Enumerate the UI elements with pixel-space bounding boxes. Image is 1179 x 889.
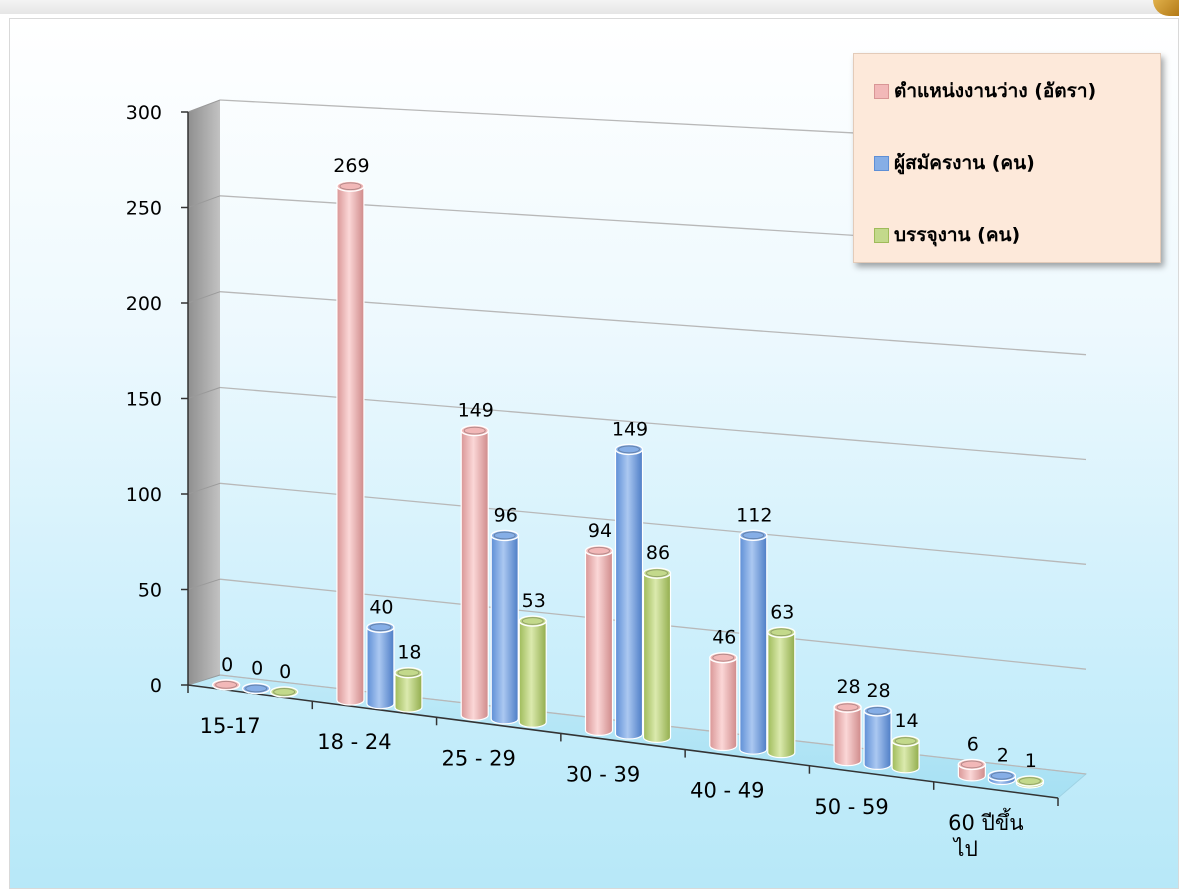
bar xyxy=(957,758,987,782)
data-label: 14 xyxy=(894,710,918,732)
corner-ribbon xyxy=(1153,0,1179,16)
bar xyxy=(241,682,271,695)
x-tick-label: 60 ปีขึ้นไป xyxy=(948,808,1023,861)
bar xyxy=(642,567,672,744)
data-label: 1 xyxy=(1025,750,1037,772)
data-label: 63 xyxy=(770,601,794,623)
data-label: 2 xyxy=(997,745,1009,767)
y-tick-label: 200 xyxy=(126,293,162,315)
data-label: 18 xyxy=(397,642,421,664)
bar xyxy=(739,529,768,755)
top-strip xyxy=(0,0,1179,14)
data-label: 6 xyxy=(967,733,979,755)
bar xyxy=(1015,775,1045,789)
y-tick-label: 150 xyxy=(126,389,162,411)
data-label: 0 xyxy=(221,654,233,676)
legend-label-vacancies: ตำแหน่งงานว่าง (อัตรา) xyxy=(894,80,1097,102)
y-tick-label: 50 xyxy=(138,580,162,602)
x-axis xyxy=(187,684,1059,799)
x-tick-label: 18 - 24 xyxy=(317,730,391,754)
data-label: 0 xyxy=(251,657,263,679)
data-label: 40 xyxy=(369,596,393,618)
gridline-wall xyxy=(187,99,221,113)
bar xyxy=(833,701,862,767)
data-label: 94 xyxy=(588,520,612,542)
bar xyxy=(394,667,423,713)
gridline-wall xyxy=(187,387,221,399)
bar xyxy=(460,424,489,721)
gridline-wall xyxy=(187,578,221,590)
x-tick-label: 25 - 29 xyxy=(442,746,516,770)
data-label: 269 xyxy=(333,155,369,177)
data-label: 86 xyxy=(646,542,670,564)
data-label: 46 xyxy=(712,627,736,649)
bar xyxy=(366,621,395,710)
bar xyxy=(490,529,519,725)
bar xyxy=(518,615,547,728)
gridline-wall xyxy=(187,674,221,686)
bar xyxy=(767,626,796,759)
data-label: 28 xyxy=(836,676,860,698)
data-label: 0 xyxy=(279,661,291,683)
chart-legend: ตำแหน่งงานว่าง (อัตรา) ผู้สมัครงาน (คน) … xyxy=(853,53,1161,263)
x-tick-label: 15-17 xyxy=(200,714,261,738)
gridline-wall xyxy=(187,195,221,208)
bar xyxy=(709,651,738,752)
legend-swatch-vacancies xyxy=(874,83,889,99)
data-label: 96 xyxy=(494,504,518,526)
bar xyxy=(863,705,892,770)
bar xyxy=(614,443,644,740)
gridline-wall xyxy=(187,291,221,304)
bar xyxy=(211,679,241,691)
y-tick-label: 250 xyxy=(126,198,162,220)
legend-item-placements: บรรจุงาน (คน) xyxy=(874,216,1160,254)
legend-item-vacancies: ตำแหน่งงานว่าง (อัตรา) xyxy=(874,72,1160,110)
data-label: 53 xyxy=(522,590,546,612)
data-label: 112 xyxy=(736,504,772,526)
bar xyxy=(891,735,920,774)
bar xyxy=(269,686,299,698)
bar xyxy=(987,770,1017,786)
legend-swatch-placements xyxy=(874,227,889,243)
data-label: 28 xyxy=(866,680,890,702)
legend-swatch-applicants xyxy=(874,155,889,171)
data-label: 149 xyxy=(612,418,648,440)
y-tick-label: 300 xyxy=(126,102,162,124)
legend-item-applicants: ผู้สมัครงาน (คน) xyxy=(874,144,1160,182)
bar xyxy=(336,180,365,706)
data-label: 149 xyxy=(458,400,494,422)
bar xyxy=(584,545,614,736)
y-tick-label: 0 xyxy=(150,675,162,697)
legend-label-placements: บรรจุงาน (คน) xyxy=(894,224,1021,246)
legend-label-applicants: ผู้สมัครงาน (คน) xyxy=(894,152,1035,174)
y-tick-label: 100 xyxy=(126,484,162,506)
x-tick-label: 40 - 49 xyxy=(690,779,764,803)
gridline-wall xyxy=(187,482,221,495)
x-tick-label: 30 - 39 xyxy=(566,763,640,787)
x-tick-label: 50 - 59 xyxy=(814,795,888,819)
